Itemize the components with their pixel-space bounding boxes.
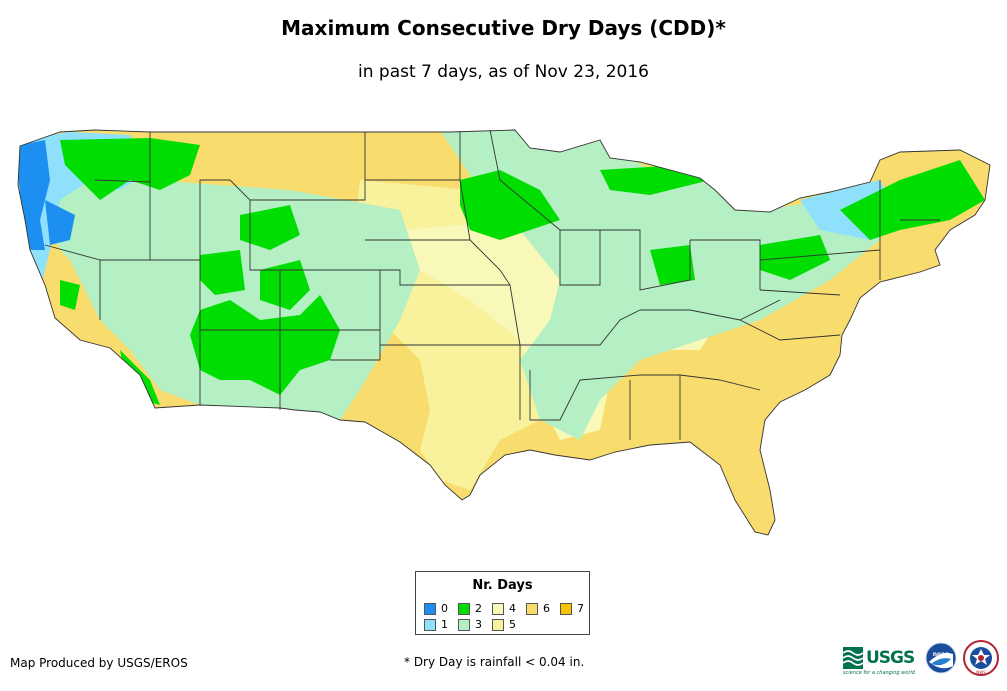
nws-logo: NWS [963, 640, 999, 676]
legend-label-7: 7 [577, 602, 584, 615]
legend-swatch-6 [526, 603, 538, 615]
legend-item-6: 6 [526, 603, 550, 615]
legend-label-0: 0 [441, 602, 448, 615]
map-title: Maximum Consecutive Dry Days (CDD)* [281, 16, 726, 40]
legend-swatch-5 [492, 619, 504, 631]
legend-swatch-7 [560, 603, 572, 615]
legend-label-5: 5 [509, 618, 516, 631]
legend-item-5: 5 [492, 619, 516, 631]
dry-day-footnote: * Dry Day is rainfall < 0.04 in. [404, 655, 585, 669]
legend-swatch-1 [424, 619, 436, 631]
legend-label-4: 4 [509, 602, 516, 615]
legend-item-4: 4 [492, 603, 516, 615]
legend-swatch-3 [458, 619, 470, 631]
legend-label-6: 6 [543, 602, 550, 615]
map-subtitle: in past 7 days, as of Nov 23, 2016 [358, 62, 649, 82]
usgs-wave-icon [843, 647, 863, 669]
legend-swatch-2 [458, 603, 470, 615]
map-credit: Map Produced by USGS/EROS [10, 656, 188, 670]
legend-item-3: 3 [458, 619, 482, 631]
legend-item-7: 7 [560, 603, 584, 615]
nws-wordmark: NWS [976, 670, 986, 675]
legend-swatch-0 [424, 603, 436, 615]
legend-label-2: 2 [475, 602, 482, 615]
legend-item-1: 1 [424, 619, 448, 631]
us-dry-days-map [17, 129, 991, 536]
legend-label-1: 1 [441, 618, 448, 631]
usgs-logo: USGS science for a changing world [843, 643, 919, 676]
state-boundaries [17, 129, 991, 536]
usgs-wordmark: USGS [866, 648, 915, 668]
legend-swatch-4 [492, 603, 504, 615]
legend-title: Nr. Days [472, 578, 533, 593]
legend: Nr. Days 0 1 2 3 4 5 6 7 [415, 571, 590, 635]
noaa-logo: noaa [925, 642, 957, 674]
legend-item-0: 0 [424, 603, 448, 615]
legend-item-2: 2 [458, 603, 482, 615]
legend-label-3: 3 [475, 618, 482, 631]
noaa-wordmark: noaa [933, 651, 950, 658]
dry-days-fill [18, 130, 990, 535]
usgs-tagline: science for a changing world [843, 670, 915, 676]
